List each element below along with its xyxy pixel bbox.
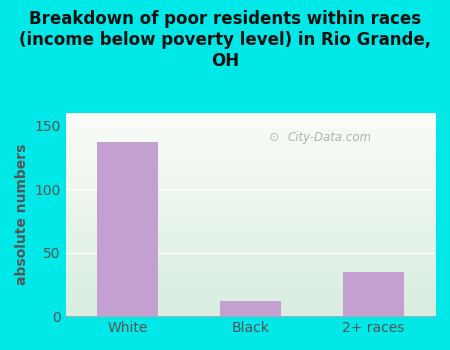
Bar [343,272,404,316]
Y-axis label: absolute numbers: absolute numbers [15,144,29,285]
Text: ⊙: ⊙ [269,131,279,144]
Text: City-Data.com: City-Data.com [287,131,371,144]
Bar [220,301,281,316]
Text: Breakdown of poor residents within races
(income below poverty level) in Rio Gra: Breakdown of poor residents within races… [19,10,431,70]
Bar [97,142,158,316]
